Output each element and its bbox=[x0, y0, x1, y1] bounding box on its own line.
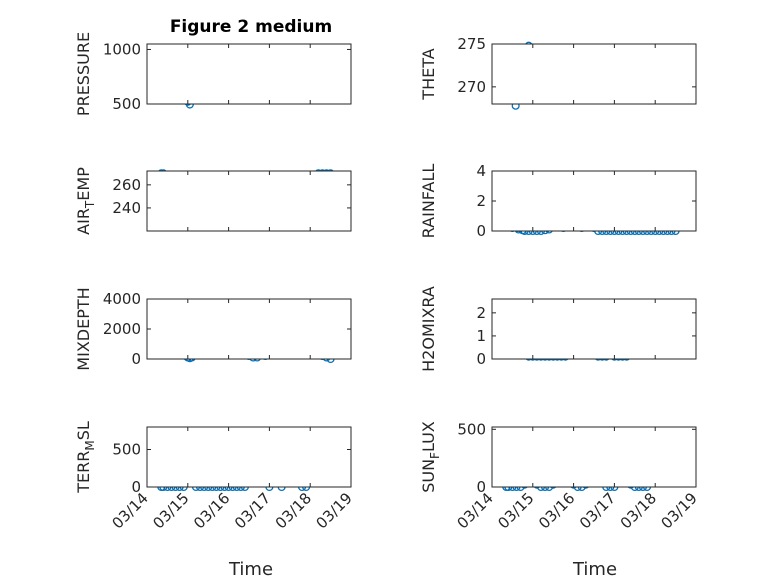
y-tick-label: 0 bbox=[131, 350, 141, 368]
axes-frame bbox=[491, 170, 697, 232]
axes-frame bbox=[491, 298, 697, 360]
x-tick-label: 03/14 bbox=[109, 489, 152, 532]
y-tick-label: 260 bbox=[112, 176, 141, 194]
y-tick-label: 500 bbox=[112, 95, 141, 113]
y-axis-label-rest: EMP bbox=[74, 167, 93, 201]
y-axis-label: THETA bbox=[419, 48, 438, 100]
y-axis-label-rest: LUX bbox=[419, 421, 438, 452]
y-axis-label: TERRMSL bbox=[74, 421, 97, 494]
y-axis-label: H2OMIXRA bbox=[419, 286, 438, 372]
x-tick-label: 03/15 bbox=[494, 489, 537, 532]
axes-1: 500 1000 PRESSURE bbox=[74, 32, 352, 116]
y-tick-label: 1 bbox=[476, 327, 486, 345]
y-axis-label-main: SUN bbox=[419, 459, 438, 493]
y-axis-label: PRESSURE bbox=[74, 32, 93, 116]
y-tick-label: 2000 bbox=[103, 320, 141, 338]
y-tick-label: 0 bbox=[131, 478, 141, 496]
y-axis-label: RAINFALL bbox=[419, 164, 438, 239]
y-tick-label: 0 bbox=[476, 350, 486, 368]
figure-title: Figure 2 medium bbox=[170, 17, 332, 37]
y-tick-label: 0 bbox=[476, 478, 486, 496]
axes-3: 240 260 AIRTEMP bbox=[74, 167, 352, 235]
y-axis-label: MIXDEPTH bbox=[74, 287, 93, 370]
x-tick-label: 03/18 bbox=[272, 489, 315, 532]
right-xlabel: Time bbox=[572, 559, 617, 580]
y-tick-label: 500 bbox=[112, 441, 141, 459]
axes-6: 0 1 2 H2OMIXRA bbox=[419, 286, 697, 372]
y-tick-label: 500 bbox=[457, 420, 486, 438]
axes-frame bbox=[146, 426, 352, 488]
y-tick-label: 270 bbox=[457, 78, 486, 96]
y-axis-label: AIRTEMP bbox=[74, 167, 97, 235]
x-tick-label: 03/17 bbox=[576, 489, 619, 532]
axes-frame bbox=[146, 170, 352, 232]
axes-5: 0 2000 4000 MIXDEPTH bbox=[74, 287, 352, 371]
y-axis-label-main: AIR bbox=[74, 208, 93, 235]
y-tick-label: 4 bbox=[476, 162, 486, 180]
axes-frame bbox=[491, 426, 697, 488]
y-tick-label: 275 bbox=[457, 35, 486, 53]
x-tick-label: 03/16 bbox=[190, 489, 233, 532]
y-tick-label: 2 bbox=[476, 192, 486, 210]
y-axis-label-rest: SL bbox=[74, 421, 93, 440]
y-tick-label: 0 bbox=[476, 222, 486, 240]
left-xlabel: Time bbox=[228, 559, 273, 580]
axes-4: 0 2 4 RAINFALL bbox=[419, 162, 697, 240]
x-tick-label: 03/16 bbox=[535, 489, 578, 532]
y-axis-label: SUNFLUX bbox=[419, 421, 442, 493]
y-axis-label-subscript: T bbox=[83, 200, 97, 209]
y-tick-label: 240 bbox=[112, 199, 141, 217]
axes-frame bbox=[146, 43, 352, 105]
axes-frame bbox=[146, 298, 352, 360]
y-tick-label: 2 bbox=[476, 304, 486, 322]
y-axis-label-main: TERR bbox=[74, 451, 93, 494]
x-tick-label: 03/19 bbox=[313, 489, 356, 532]
y-tick-label: 4000 bbox=[103, 290, 141, 308]
x-tick-label: 03/18 bbox=[617, 489, 660, 532]
x-tick-label: 03/19 bbox=[658, 489, 701, 532]
y-axis-label-subscript: F bbox=[428, 452, 442, 459]
axes-frame bbox=[491, 43, 697, 105]
x-tick-label: 03/14 bbox=[454, 489, 497, 532]
x-tick-label: 03/17 bbox=[231, 489, 274, 532]
y-axis-label-subscript: M bbox=[83, 440, 97, 450]
x-tick-label: 03/15 bbox=[149, 489, 192, 532]
y-tick-label: 1000 bbox=[103, 40, 141, 58]
axes-2: 270 275 THETA bbox=[419, 35, 697, 110]
